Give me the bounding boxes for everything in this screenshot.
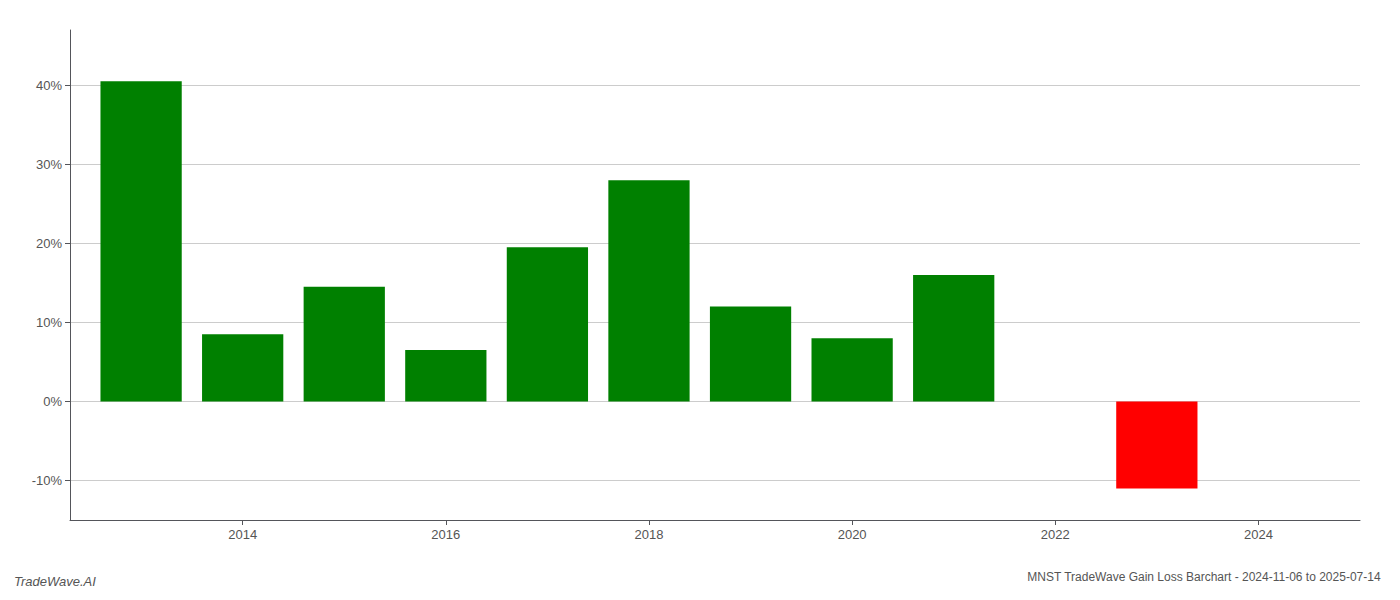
svg-text:40%: 40% (36, 78, 62, 93)
svg-text:TradeWave.AI: TradeWave.AI (14, 574, 96, 589)
svg-text:2022: 2022 (1041, 527, 1070, 542)
svg-text:2024: 2024 (1244, 527, 1273, 542)
svg-text:2016: 2016 (431, 527, 460, 542)
svg-text:2018: 2018 (635, 527, 664, 542)
svg-text:20%: 20% (36, 236, 62, 251)
svg-text:30%: 30% (36, 157, 62, 172)
svg-text:-10%: -10% (32, 473, 63, 488)
svg-text:2020: 2020 (838, 527, 867, 542)
svg-text:0%: 0% (43, 394, 62, 409)
svg-text:2014: 2014 (228, 527, 257, 542)
svg-text:MNST TradeWave Gain Loss Barch: MNST TradeWave Gain Loss Barchart - 2024… (1027, 570, 1381, 584)
svg-text:10%: 10% (36, 315, 62, 330)
